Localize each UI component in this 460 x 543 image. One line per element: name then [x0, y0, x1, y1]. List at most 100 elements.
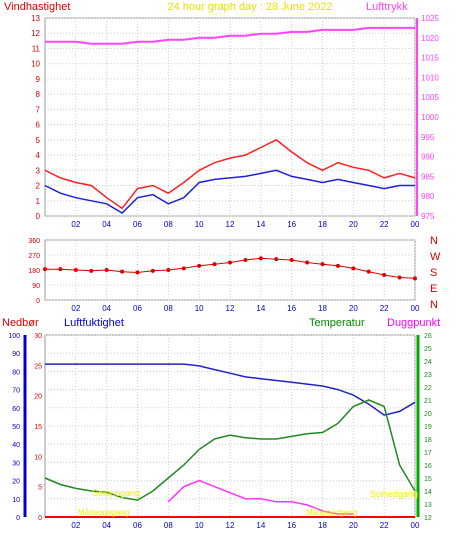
humidity-line [45, 363, 416, 416]
y-tick-label-left: 4 [36, 151, 41, 160]
y-tick-label-temp: 16 [424, 463, 432, 470]
y-tick-label-direction: 0 [36, 298, 40, 305]
y-tick-label-precip: 0 [38, 515, 42, 522]
x-tick-label: 12 [226, 220, 235, 229]
y-tick-label-right: 1005 [421, 93, 439, 102]
y-tick-label-direction: 360 [28, 238, 40, 245]
y-tick-label-humidity: 100 [8, 333, 20, 340]
x-tick-label: 00 [411, 304, 420, 313]
sunrise-label: Soloppgang [92, 488, 140, 498]
y-tick-label-left: 12 [31, 29, 40, 38]
y-tick-label-left: 5 [36, 136, 41, 145]
x-tick-label: 06 [133, 220, 142, 229]
y-tick-label-left: 9 [36, 75, 41, 84]
direction-point [413, 276, 417, 281]
x-tick-label: 16 [287, 304, 296, 313]
compass-label: W [430, 251, 441, 263]
compass-label: N [430, 235, 438, 247]
y-tick-label-right: 1000 [421, 113, 439, 122]
y-tick-label-right: 990 [421, 153, 435, 162]
wind-avg-line [44, 169, 415, 214]
y-tick-label-temp: 25 [424, 346, 432, 353]
label-temp: Temperatur [309, 317, 365, 329]
y-tick-label-humidity: 70 [12, 388, 20, 395]
y-tick-label-humidity: 10 [12, 497, 20, 504]
x-tick-label: 08 [164, 304, 173, 313]
x-tick-label: 04 [102, 521, 111, 530]
label-dew: Duggpunkt [387, 317, 440, 329]
x-tick-label: 04 [102, 304, 111, 313]
compass-label: S [430, 267, 437, 279]
x-tick-label: 10 [195, 304, 204, 313]
y-tick-label-left: 1 [36, 197, 41, 206]
direction-line [45, 257, 416, 279]
compass-label: E [430, 283, 437, 295]
compass-label: N [430, 299, 438, 311]
x-tick-label: 22 [380, 220, 389, 229]
y-tick-label-right: 985 [421, 172, 435, 181]
panel1-left-label: Vindhastighet [4, 1, 70, 13]
grid-lines [45, 17, 416, 518]
x-tick-label: 02 [71, 304, 80, 313]
x-tick-label: 22 [380, 521, 389, 530]
y-tick-label-left: 6 [36, 121, 41, 130]
y-tick-label-right: 975 [421, 212, 435, 221]
y-tick-label-right: 980 [421, 192, 435, 201]
x-tick-label: 06 [133, 304, 142, 313]
y-tick-label-direction: 90 [32, 283, 40, 290]
y-tick-label-humidity: 60 [12, 406, 20, 413]
y-tick-label-direction: 270 [28, 253, 40, 260]
y-tick-label-temp: 22 [424, 385, 432, 392]
x-tick-label: 12 [226, 304, 235, 313]
y-tick-label-left: 13 [31, 14, 40, 23]
y-tick-label-humidity: 90 [12, 351, 20, 358]
y-tick-label-right: 1015 [421, 54, 439, 63]
y-tick-label-temp: 24 [424, 359, 432, 366]
tick-labels: 0202020404040606060808081010101212121414… [8, 14, 441, 530]
y-tick-label-precip: 30 [34, 333, 42, 340]
sunset-label: Solnedgang [370, 489, 418, 499]
y-tick-label-left: 0 [36, 212, 41, 221]
x-tick-label: 00 [411, 521, 420, 530]
x-tick-label: 20 [349, 521, 358, 530]
temperature-line [44, 399, 416, 501]
x-tick-label: 02 [71, 220, 80, 229]
y-tick-label-humidity: 30 [12, 460, 20, 467]
x-tick-label: 12 [226, 521, 235, 530]
y-tick-label-precip: 25 [34, 363, 42, 370]
x-tick-label: 08 [164, 220, 173, 229]
x-tick-label: 10 [195, 220, 204, 229]
y-tick-label-right: 1025 [421, 14, 439, 23]
x-tick-label: 14 [256, 304, 265, 313]
y-tick-label-temp: 19 [424, 424, 432, 431]
moonrise-label: Måneoppgang [78, 508, 129, 517]
y-tick-label-humidity: 50 [12, 424, 20, 431]
y-tick-label-temp: 21 [424, 398, 432, 405]
y-tick-label-left: 7 [36, 105, 41, 114]
y-tick-label-right: 1010 [421, 73, 439, 82]
y-tick-label-temp: 17 [424, 450, 432, 457]
label-precip: Nedbør [2, 317, 39, 329]
x-tick-label: 00 [411, 220, 420, 229]
y-tick-label-left: 11 [32, 44, 41, 53]
x-tick-label: 10 [195, 521, 204, 530]
pressure-line [45, 26, 415, 45]
panel1-right-label: Lufttrykk [366, 1, 408, 13]
x-tick-label: 04 [102, 220, 111, 229]
wind-gust-line [44, 138, 416, 210]
y-tick-label-temp: 26 [424, 333, 432, 340]
y-tick-label-temp: 18 [424, 437, 432, 444]
x-tick-label: 14 [256, 521, 265, 530]
x-tick-label: 16 [287, 220, 296, 229]
moonset-label: Månenedgang [306, 508, 357, 517]
y-tick-label-humidity: 0 [16, 515, 20, 522]
y-tick-label-right: 1020 [421, 34, 439, 43]
y-tick-label-precip: 20 [34, 394, 42, 401]
chart-marks [23, 18, 420, 518]
x-tick-label: 08 [164, 521, 173, 530]
y-tick-label-temp: 15 [424, 476, 432, 483]
y-tick-label-humidity: 40 [12, 442, 20, 449]
x-tick-label: 14 [256, 220, 265, 229]
